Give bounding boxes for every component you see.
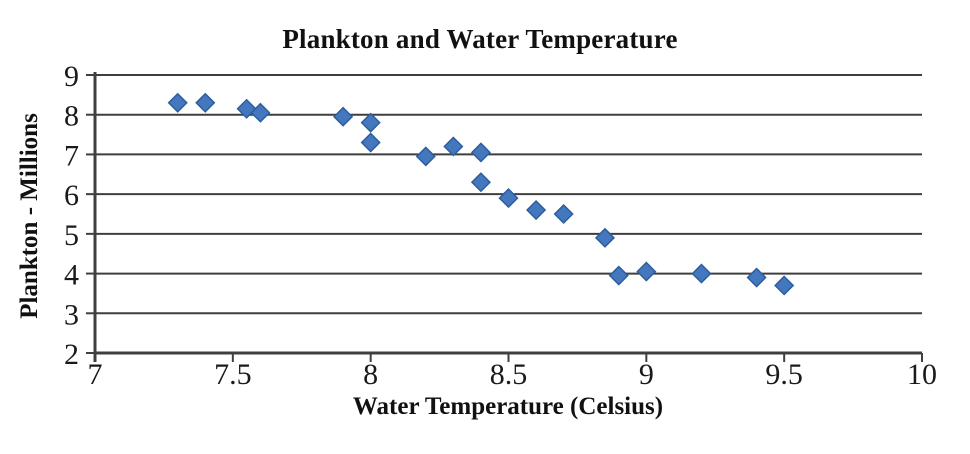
data-point-marker xyxy=(195,92,216,113)
data-point-marker xyxy=(746,267,767,288)
y-tick-label: 7 xyxy=(64,139,79,172)
data-point-marker xyxy=(250,102,271,123)
y-tick-label: 5 xyxy=(64,219,79,252)
data-point-marker xyxy=(470,172,491,193)
chart-title: Plankton and Water Temperature xyxy=(282,24,678,54)
data-point-marker xyxy=(774,275,795,296)
x-tick-label: 9.5 xyxy=(765,358,803,391)
x-axis-title: Water Temperature (Celsius) xyxy=(352,393,664,420)
data-point-marker xyxy=(236,98,257,119)
x-tick-label: 7 xyxy=(88,358,103,391)
y-tick-label: 6 xyxy=(64,179,79,212)
x-tick-label: 8.5 xyxy=(490,358,528,391)
y-tick-label: 8 xyxy=(64,100,79,133)
x-tick-label: 9 xyxy=(639,358,654,391)
data-point-marker xyxy=(167,92,188,113)
data-point-marker xyxy=(636,261,657,282)
y-tick-label: 4 xyxy=(64,259,79,292)
data-point-marker xyxy=(360,132,381,153)
data-point-marker xyxy=(443,136,464,157)
data-point-marker xyxy=(691,263,712,284)
data-point-marker xyxy=(594,227,616,248)
x-tick-label: 7.5 xyxy=(214,358,252,391)
data-point-marker xyxy=(470,142,491,163)
y-tick-label: 2 xyxy=(64,338,79,371)
y-tick-label: 3 xyxy=(64,298,79,331)
data-point-marker xyxy=(415,146,436,167)
data-point-marker xyxy=(526,199,547,221)
data-point-marker xyxy=(498,188,519,209)
data-point-marker xyxy=(608,265,629,286)
x-tick-label: 8 xyxy=(363,358,378,391)
data-point-marker xyxy=(360,112,381,133)
y-tick-label: 9 xyxy=(64,60,79,93)
data-point-marker xyxy=(333,106,354,127)
x-tick-label: 10 xyxy=(907,358,937,391)
data-point-marker xyxy=(553,203,574,225)
